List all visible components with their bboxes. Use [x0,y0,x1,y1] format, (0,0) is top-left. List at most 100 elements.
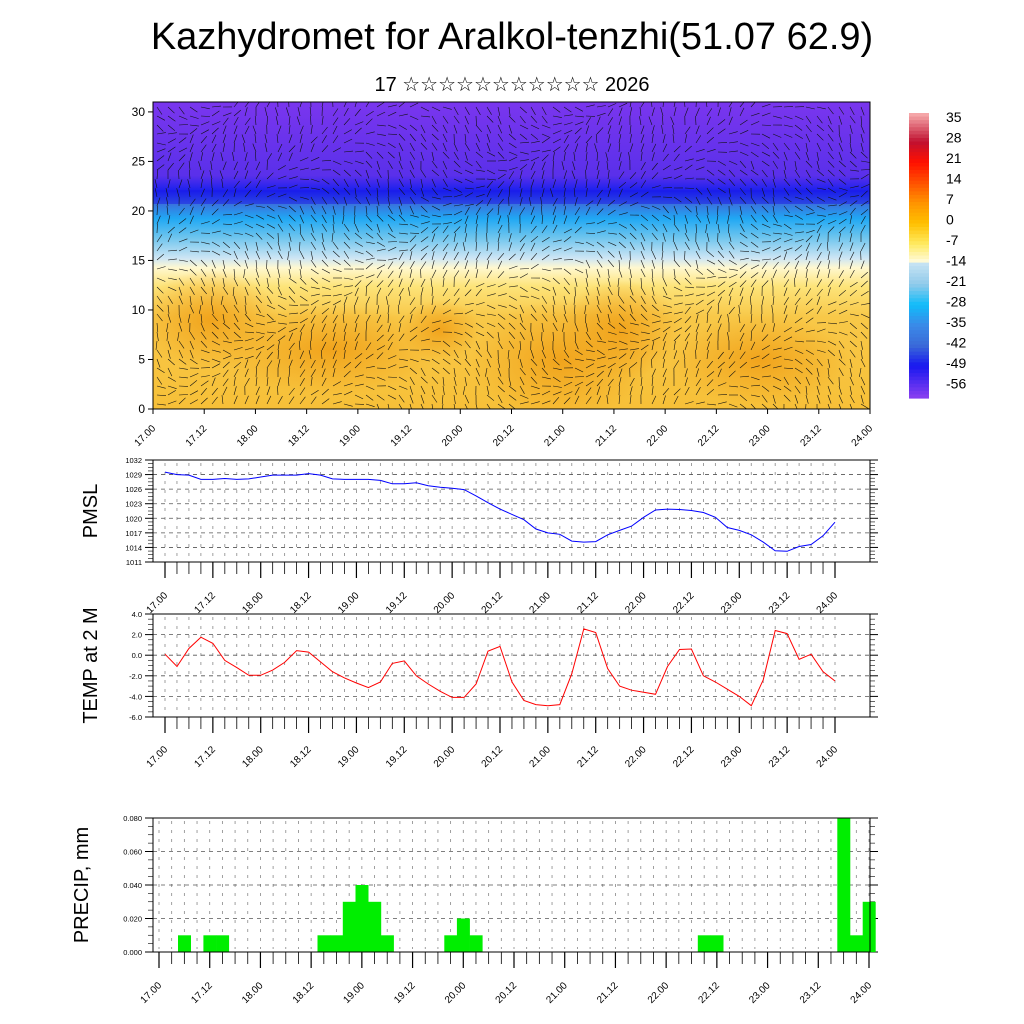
wind-barb [684,286,695,289]
wind-barb [552,331,554,342]
wind-barb [156,286,164,294]
wind-barb [398,160,403,170]
wind-barb [189,373,199,378]
colorbar-segment [909,202,929,207]
wind-barb [530,313,538,321]
wind-barb [376,169,382,178]
wind-barb [420,349,431,351]
wind-barb [772,187,775,197]
wind-barb [354,333,360,342]
wind-barb [860,290,869,297]
wind-barb [464,279,470,288]
wind-barb [167,376,176,382]
wind-barb [211,331,219,339]
wind-barb [827,403,831,409]
wind-barb [860,124,865,134]
wind-barb [321,341,327,351]
precip-x-tick-label: 18.00 [240,980,266,1006]
wind-barb [739,287,744,297]
wind-barb [651,336,661,342]
colorbar-segment [909,205,929,210]
wind-barb [761,280,769,288]
wind-barb [475,160,482,169]
wind-barb [200,144,207,153]
wind-barb [376,264,386,270]
wind-barb [794,317,803,324]
colorbar-segment [909,308,929,314]
wind-barb [343,304,346,315]
wind-barb [684,196,693,203]
wind-barb [772,335,781,342]
colorbar-segment [909,273,929,278]
wind-barb [805,260,811,270]
wind-barb [849,200,858,207]
wind-barb [409,314,413,324]
precip-x-tick-label: 20.12 [494,980,520,1006]
wind-barb [816,328,826,333]
wind-barb [156,304,164,312]
wind-barb [420,376,428,384]
wind-barb [618,268,623,278]
wind-barb [376,248,386,252]
wind-barb [629,182,638,189]
wind-barb [684,333,690,342]
wind-barb [475,331,485,337]
wind-barb [255,232,263,240]
wind-barb [794,160,797,170]
wind-barb [827,340,837,346]
wind-barb [354,150,364,153]
wind-barb [332,223,335,233]
wind-barb [695,241,700,251]
wind-barb [354,287,359,297]
wind-barb [211,268,216,278]
wind-barb [277,250,283,259]
wind-barb [849,281,858,288]
wind-barb [464,403,468,409]
wind-barb [838,251,843,261]
wind-barb [475,340,481,350]
wind-barb [706,333,712,342]
colorbar-segment [909,137,929,143]
wind-barb [728,296,732,306]
wind-barb [222,250,232,256]
wind-barb [816,233,821,243]
wind-barb [838,115,843,125]
wind-barb [233,331,241,339]
temp-x-tick-label: 21.00 [528,744,554,770]
wind-barb [519,197,523,207]
wind-barb [739,205,743,215]
wind-barb [464,115,469,125]
wind-barb [453,210,463,216]
wind-barb [453,394,456,404]
wind-barb [211,363,221,369]
wind-barb [266,241,273,250]
wind-barb [607,295,611,305]
temp-x-tick-label: 20.00 [432,744,458,770]
wind-barb [750,196,757,205]
wind-barb [519,273,529,279]
wind-barb [233,259,241,267]
wind-barb [794,205,803,212]
wind-barb [167,358,175,366]
wind-barb [244,286,249,296]
colorbar-segment [909,120,929,125]
wind-barb [508,233,512,243]
wind-barb [662,176,672,180]
colorbar-segment [909,170,929,175]
wind-barb [420,187,425,197]
wind-barb [618,394,621,405]
wind-barb [540,197,543,207]
wind-barb [629,107,633,117]
wind-barb [343,391,353,396]
wind-barb [618,232,627,239]
wind-barb [739,385,749,389]
wind-barb [299,134,303,144]
wind-barb [310,331,313,342]
wind-barb [387,288,394,297]
wind-barb [849,289,857,297]
wind-barb [596,151,598,162]
wind-barb [343,160,353,164]
colorbar-label: -28 [946,294,966,310]
wind-barb [178,295,183,305]
wind-barb [200,397,208,405]
